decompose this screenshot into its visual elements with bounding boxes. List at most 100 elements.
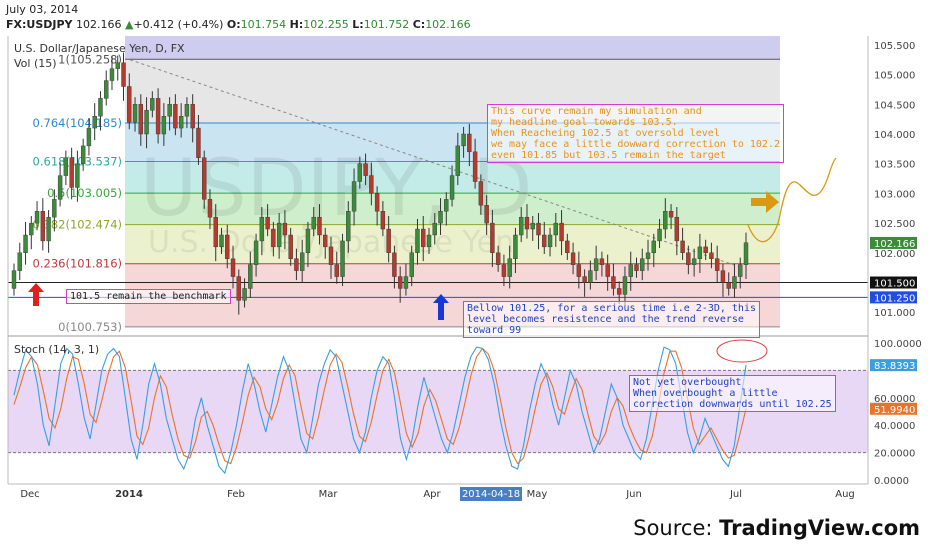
candle-body: [386, 228, 391, 254]
stoch-k-badge: 83.8393: [874, 361, 915, 372]
candle-body: [686, 252, 691, 265]
x-tick-label: Aug: [835, 489, 855, 500]
candle-body: [640, 258, 645, 271]
candle-body: [657, 228, 662, 242]
candle-body: [714, 258, 720, 271]
candle-body: [104, 80, 109, 99]
candle-body: [167, 104, 172, 117]
level-badge-101250-bg: [870, 291, 917, 304]
candle-body: [161, 115, 167, 135]
stoch-k-line: [13, 346, 747, 475]
candle-body: [593, 258, 599, 271]
overbought-ellipse: [716, 339, 768, 363]
candle-body: [432, 222, 437, 236]
candle-body: [611, 276, 616, 289]
x-tick-label: 2014: [115, 489, 143, 500]
fib-band: [125, 36, 780, 60]
candle-body: [98, 98, 103, 117]
candle-body: [524, 216, 530, 230]
candle-body: [109, 68, 115, 81]
candle-body: [357, 163, 363, 182]
candle-body: [668, 211, 674, 218]
candle-body: [184, 104, 190, 117]
candle-body: [34, 211, 40, 224]
candle-body: [478, 181, 484, 206]
x-tick-label: Jun: [625, 489, 642, 500]
stoch-label: Stoch (14, 3, 1): [14, 343, 100, 356]
gold-right-arrow-icon: [751, 191, 779, 213]
candle-body: [616, 288, 622, 295]
instrument-label: U.S. Dollar/Japanese Yen, D, FX: [14, 42, 185, 55]
candle-body: [213, 216, 218, 248]
candle-body: [132, 104, 138, 123]
candle-body: [236, 276, 241, 301]
candle-body: [271, 228, 276, 248]
candle-body: [17, 252, 22, 271]
candle-body: [444, 199, 449, 212]
chart-date: July 03, 2014: [6, 3, 79, 16]
candle-body: [155, 98, 161, 135]
price-tick-label: 103.500: [874, 160, 915, 171]
candle-body: [305, 228, 311, 254]
candle-body: [490, 222, 495, 254]
candle-body: [207, 199, 213, 218]
candle-body: [542, 234, 547, 248]
candle-body: [138, 104, 144, 135]
candle-body: [317, 216, 322, 236]
high-label: H:: [289, 18, 304, 31]
stoch-tick-label: 100.0000: [874, 339, 922, 350]
candle-body: [75, 163, 80, 188]
candle-body: [40, 211, 46, 242]
ohlc-header: FX:USDJPY 102.166 ▲+0.412 (+0.4%) O:101.…: [6, 18, 471, 31]
fib-band: [125, 224, 780, 264]
fib-level-label: 0.382(102.474): [33, 218, 122, 232]
candle-body: [127, 86, 132, 123]
candle-body: [536, 222, 541, 236]
price-tick-label: 102.000: [874, 249, 915, 260]
candle-body: [484, 205, 489, 224]
candle-body: [150, 98, 155, 111]
x-tick-label: Feb: [227, 489, 245, 500]
candle-body: [299, 252, 305, 271]
last-price: 102.166: [76, 18, 122, 31]
price-change: +0.412 (+0.4%): [133, 18, 224, 31]
up-triangle-icon: ▲: [125, 18, 134, 31]
candle-body: [52, 199, 57, 218]
candle-body: [605, 264, 610, 277]
price-tick-label: 103.000: [874, 189, 915, 200]
candle-body: [190, 104, 195, 129]
stoch-tick-label: 20.0000: [874, 449, 915, 460]
close-value: 102.166: [425, 18, 471, 31]
candle-body: [709, 252, 714, 259]
candle-body: [392, 252, 397, 277]
price-tick-label: 105.500: [874, 41, 915, 52]
candle-body: [588, 270, 593, 283]
candle-body: [576, 264, 582, 277]
volume-label: Vol (15): [14, 57, 57, 70]
candle-body: [547, 234, 553, 248]
candle-body: [276, 222, 282, 248]
candle-body: [501, 264, 507, 277]
blue-up-arrow-icon: [433, 294, 449, 320]
high-value: 102.255: [303, 18, 349, 31]
level-badge-101500-bg: [870, 276, 917, 289]
candle-body: [628, 264, 633, 277]
candle-body: [80, 145, 86, 164]
stoch-tick-label: 40.0000: [874, 421, 915, 432]
x-date-highlight: [460, 487, 522, 501]
candle-body: [732, 276, 737, 289]
candle-body: [202, 157, 207, 200]
candle-body: [259, 216, 265, 242]
stoch-d-line: [13, 347, 747, 465]
stoch-d-badge: 51.9940: [874, 405, 915, 416]
candle-body: [340, 240, 345, 277]
candle-body: [622, 276, 628, 295]
symbol-label: FX:USDJPY: [6, 18, 73, 31]
candle-body: [680, 240, 685, 254]
price-tick-label: 104.500: [874, 100, 915, 111]
candle-body: [663, 211, 668, 230]
price-panel: 1(105.258)0.764(104.185)0.618(103.537)0.…: [8, 36, 868, 334]
x-tick-label: Mar: [319, 489, 339, 500]
candle-body: [438, 211, 443, 224]
